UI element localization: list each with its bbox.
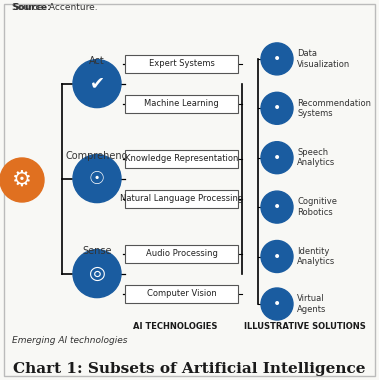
Text: Virtual
Agents: Virtual Agents bbox=[297, 294, 326, 314]
Text: Machine Learning: Machine Learning bbox=[144, 99, 219, 108]
Text: Identity
Analytics: Identity Analytics bbox=[297, 247, 335, 266]
Circle shape bbox=[261, 43, 293, 75]
Circle shape bbox=[261, 142, 293, 174]
Circle shape bbox=[0, 158, 44, 202]
Text: ☉: ☉ bbox=[89, 169, 105, 188]
Text: Sense: Sense bbox=[82, 245, 112, 256]
Text: Expert Systems: Expert Systems bbox=[149, 59, 215, 68]
Circle shape bbox=[73, 155, 121, 203]
Text: •: • bbox=[273, 52, 281, 66]
Text: •: • bbox=[273, 151, 281, 165]
Text: Data
Visualization: Data Visualization bbox=[297, 49, 350, 69]
Circle shape bbox=[73, 60, 121, 108]
FancyBboxPatch shape bbox=[125, 150, 238, 168]
Text: Cognitive
Robotics: Cognitive Robotics bbox=[297, 197, 337, 217]
Text: ILLUSTRATIVE SOLUTIONS: ILLUSTRATIVE SOLUTIONS bbox=[244, 322, 366, 331]
Circle shape bbox=[261, 191, 293, 223]
Text: Natural Language Processing: Natural Language Processing bbox=[120, 194, 243, 203]
Text: •: • bbox=[273, 101, 281, 115]
FancyBboxPatch shape bbox=[125, 285, 238, 302]
Circle shape bbox=[73, 250, 121, 298]
Text: Knowledge Representation: Knowledge Representation bbox=[125, 154, 238, 163]
Text: Source:: Source: bbox=[12, 3, 51, 12]
Text: ✔: ✔ bbox=[89, 74, 105, 93]
Text: •: • bbox=[273, 200, 281, 214]
Circle shape bbox=[261, 92, 293, 124]
Text: ◎: ◎ bbox=[89, 264, 105, 283]
Text: •: • bbox=[273, 250, 281, 263]
FancyBboxPatch shape bbox=[125, 55, 238, 73]
Text: Act: Act bbox=[89, 55, 105, 66]
Text: Chart 1: Subsets of Artificial Intelligence: Chart 1: Subsets of Artificial Intellige… bbox=[13, 362, 366, 376]
Text: Emerging AI technologies: Emerging AI technologies bbox=[12, 336, 127, 345]
Text: Speech
Analytics: Speech Analytics bbox=[297, 148, 335, 168]
Text: Source: Accenture.: Source: Accenture. bbox=[12, 3, 98, 12]
Text: Recommendation
Systems: Recommendation Systems bbox=[297, 98, 371, 118]
Text: Computer Vision: Computer Vision bbox=[147, 289, 216, 298]
Text: Audio Processing: Audio Processing bbox=[146, 249, 218, 258]
Circle shape bbox=[261, 241, 293, 272]
Text: Comprehend: Comprehend bbox=[66, 150, 128, 161]
FancyBboxPatch shape bbox=[125, 190, 238, 207]
FancyBboxPatch shape bbox=[125, 95, 238, 112]
Text: AI TECHNOLOGIES: AI TECHNOLOGIES bbox=[133, 322, 217, 331]
Text: •: • bbox=[273, 297, 281, 311]
Circle shape bbox=[261, 288, 293, 320]
FancyBboxPatch shape bbox=[125, 245, 238, 263]
Text: ⚙: ⚙ bbox=[12, 170, 32, 190]
